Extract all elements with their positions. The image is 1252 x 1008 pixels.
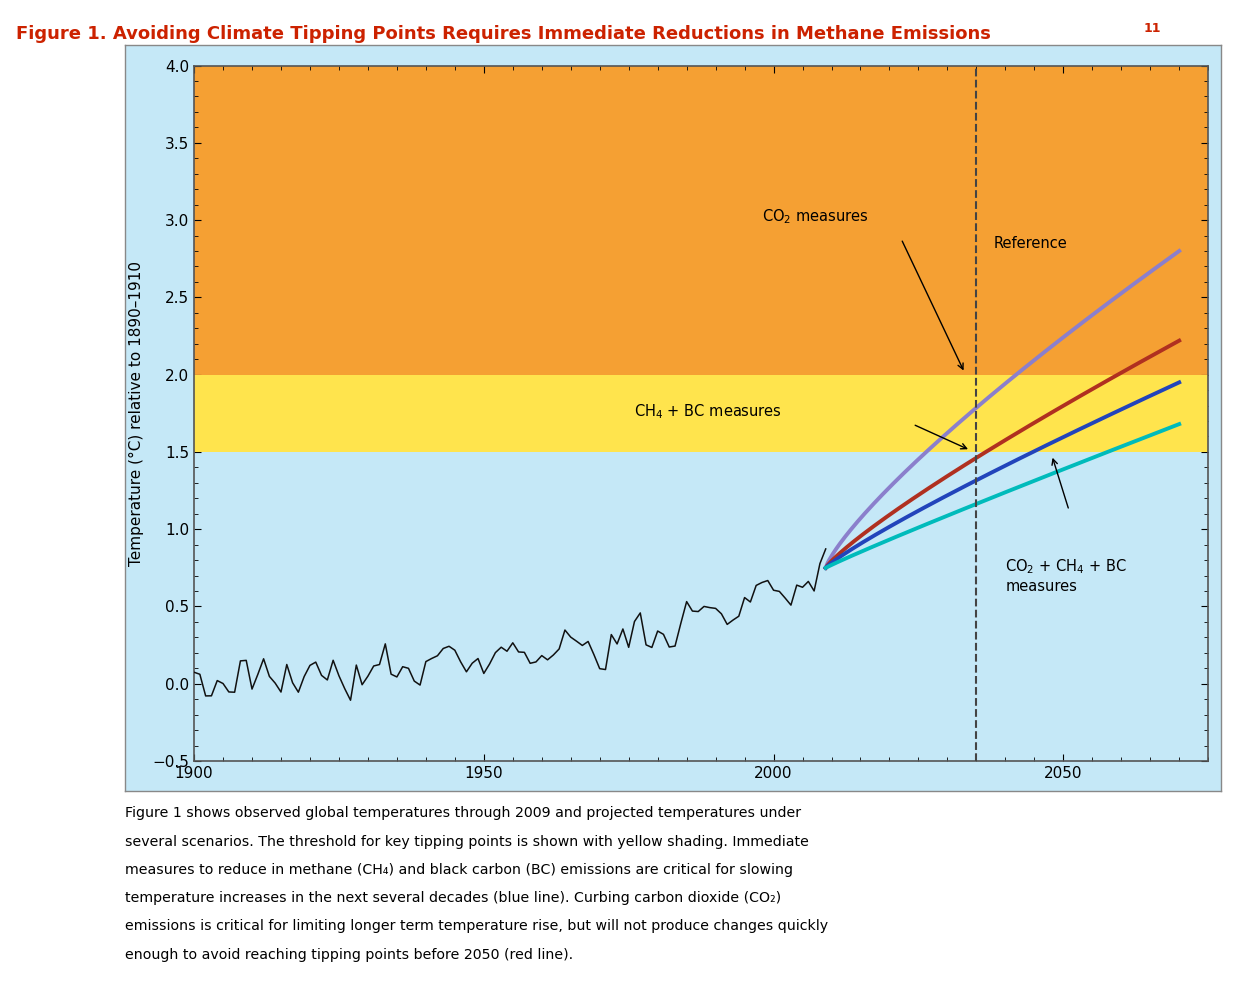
- Bar: [194, 57, 1208, 375]
- Text: CO$_2$ measures: CO$_2$ measures: [762, 208, 869, 227]
- Text: several scenarios. The threshold for key tipping points is shown with yellow sha: several scenarios. The threshold for key…: [125, 835, 809, 849]
- Y-axis label: Temperature (°C) relative to 1890–1910: Temperature (°C) relative to 1890–1910: [129, 261, 144, 565]
- Text: measures to reduce in methane (CH₄) and black carbon (BC) emissions are critical: measures to reduce in methane (CH₄) and …: [125, 863, 794, 877]
- Text: CO$_2$ + CH$_4$ + BC
measures: CO$_2$ + CH$_4$ + BC measures: [1005, 557, 1127, 595]
- Text: Figure 1. Avoiding Climate Tipping Points Requires Immediate Reductions in Metha: Figure 1. Avoiding Climate Tipping Point…: [16, 25, 998, 43]
- Text: emissions is critical for limiting longer term temperature rise, but will not pr: emissions is critical for limiting longe…: [125, 919, 829, 933]
- Text: enough to avoid reaching tipping points before 2050 (red line).: enough to avoid reaching tipping points …: [125, 948, 573, 962]
- Text: temperature increases in the next several decades (blue line). Curbing carbon di: temperature increases in the next severa…: [125, 891, 781, 905]
- Text: Reference: Reference: [994, 236, 1068, 251]
- Text: 11: 11: [1143, 22, 1161, 35]
- Text: Figure 1 shows observed global temperatures through 2009 and projected temperatu: Figure 1 shows observed global temperatu…: [125, 806, 801, 821]
- Bar: [194, 375, 1208, 452]
- Text: CH$_4$ + BC measures: CH$_4$ + BC measures: [635, 402, 782, 421]
